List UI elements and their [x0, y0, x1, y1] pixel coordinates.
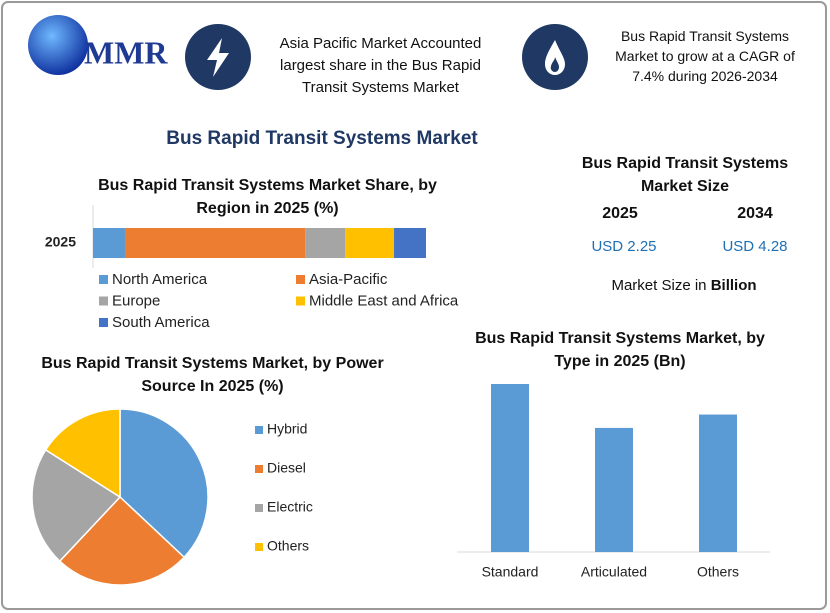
bar-segment — [305, 228, 346, 258]
highlight-2: Bus Rapid Transit Systems Market to grow… — [615, 28, 795, 84]
legend-label: Asia-Pacific — [309, 271, 388, 288]
legend-swatch — [255, 465, 263, 473]
legend-label: Middle East and Africa — [309, 292, 459, 309]
legend-label: Others — [267, 538, 309, 554]
bar — [699, 414, 737, 552]
year: 2025 — [602, 205, 638, 222]
pie-slice — [31, 448, 122, 563]
bar-segment — [124, 228, 306, 258]
size-note: Market Size in Billion — [574, 277, 794, 294]
flame — [545, 40, 565, 75]
note: Market Size in — [611, 277, 707, 294]
size-value: USD 4.28 — [722, 238, 788, 255]
legend-swatch — [99, 275, 108, 284]
pie-title: Bus Rapid Transit Systems Market, by Pow… — [41, 355, 384, 395]
logo-text: MMR — [84, 34, 168, 70]
size-title: Bus Rapid Transit Systems Market Size — [581, 155, 789, 195]
legend-swatch — [296, 275, 305, 284]
legend-label: Europe — [112, 292, 160, 309]
pie-slice — [44, 408, 121, 499]
legend-swatch — [99, 318, 108, 327]
x-tick-label: Standard — [482, 564, 539, 580]
legend-swatch — [99, 296, 108, 306]
pie-slice — [58, 495, 186, 586]
unit: Billion — [710, 277, 757, 294]
year: 2034 — [737, 205, 773, 222]
logo-globe — [28, 15, 88, 75]
bar-segment — [394, 228, 426, 258]
x-tick-label: Articulated — [581, 564, 647, 580]
bolt — [207, 38, 229, 77]
size-value: USD 2.25 — [591, 238, 657, 255]
pie-slice — [119, 408, 209, 559]
bar — [595, 427, 633, 552]
bar-segment — [93, 228, 125, 258]
region-title: Bus Rapid Transit Systems Market Share, … — [98, 177, 437, 217]
legend-swatch — [255, 426, 263, 434]
category-label: 2025 — [45, 234, 76, 250]
highlight-1: Asia Pacific Market Accounted largest sh… — [279, 35, 482, 96]
legend-label: Diesel — [267, 460, 306, 476]
legend-label: South America — [112, 314, 210, 331]
legend-swatch — [255, 543, 263, 551]
bar-segment — [345, 228, 395, 258]
legend-swatch — [255, 504, 263, 512]
main-title: Bus Rapid Transit Systems Market — [166, 128, 478, 149]
legend-label: Hybrid — [267, 421, 307, 437]
legend-label: Electric — [267, 499, 313, 515]
legend-label: North America — [112, 271, 208, 288]
legend-swatch — [296, 296, 305, 306]
x-tick-label: Others — [697, 564, 739, 580]
bar — [491, 384, 529, 552]
type-title: Bus Rapid Transit Systems Market, by Typ… — [475, 330, 765, 370]
